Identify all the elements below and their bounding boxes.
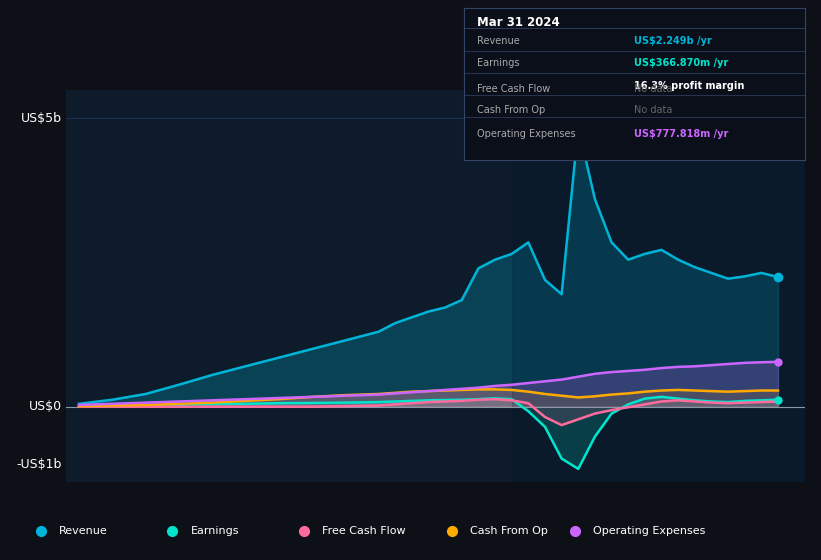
Text: Free Cash Flow: Free Cash Flow bbox=[322, 526, 406, 536]
Text: Mar 31 2024: Mar 31 2024 bbox=[478, 16, 560, 29]
Text: 2023: 2023 bbox=[695, 507, 727, 520]
Text: US$2.249b /yr: US$2.249b /yr bbox=[635, 36, 712, 45]
Text: 2017: 2017 bbox=[296, 507, 328, 520]
Text: US$777.818m /yr: US$777.818m /yr bbox=[635, 129, 728, 139]
Text: 2018: 2018 bbox=[363, 507, 394, 520]
Bar bbox=[511, 90, 805, 482]
Text: US$366.870m /yr: US$366.870m /yr bbox=[635, 58, 728, 68]
Text: -US$1b: -US$1b bbox=[16, 458, 62, 471]
Text: 2020: 2020 bbox=[496, 507, 528, 520]
Text: 2021: 2021 bbox=[562, 507, 594, 520]
Text: No data: No data bbox=[635, 84, 672, 94]
Text: Cash From Op: Cash From Op bbox=[470, 526, 548, 536]
Text: US$0: US$0 bbox=[29, 400, 62, 413]
Text: US$5b: US$5b bbox=[21, 112, 62, 125]
Text: Free Cash Flow: Free Cash Flow bbox=[478, 84, 551, 94]
Text: Earnings: Earnings bbox=[190, 526, 239, 536]
Text: 2015: 2015 bbox=[163, 507, 195, 520]
Text: Operating Expenses: Operating Expenses bbox=[593, 526, 705, 536]
Text: Cash From Op: Cash From Op bbox=[478, 105, 546, 115]
Text: No data: No data bbox=[635, 105, 672, 115]
Text: Operating Expenses: Operating Expenses bbox=[478, 129, 576, 139]
Text: 2016: 2016 bbox=[230, 507, 261, 520]
Text: 2014: 2014 bbox=[96, 507, 128, 520]
Text: Earnings: Earnings bbox=[478, 58, 520, 68]
Text: 2022: 2022 bbox=[629, 507, 661, 520]
Text: Revenue: Revenue bbox=[478, 36, 521, 45]
Text: Revenue: Revenue bbox=[59, 526, 108, 536]
Text: 16.3% profit margin: 16.3% profit margin bbox=[635, 81, 745, 91]
Text: 2019: 2019 bbox=[429, 507, 461, 520]
Text: 2024: 2024 bbox=[762, 507, 794, 520]
